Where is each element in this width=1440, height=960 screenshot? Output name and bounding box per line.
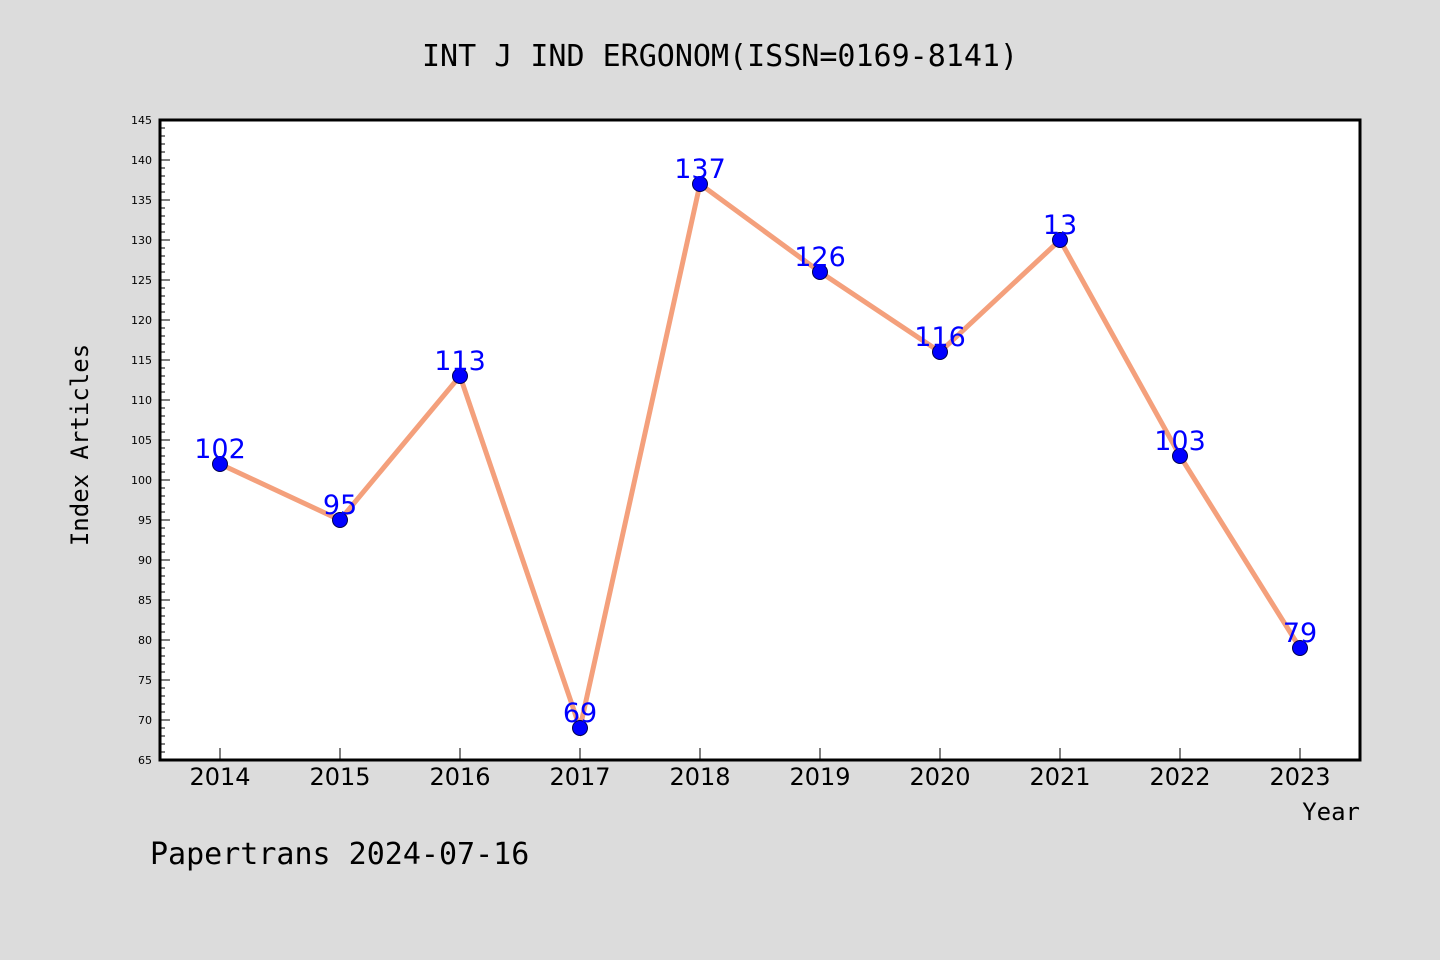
y-tick-label: 100 xyxy=(131,474,152,487)
y-tick-label: 75 xyxy=(138,674,152,687)
x-axis-title: Year xyxy=(1302,798,1360,826)
y-tick-label: 145 xyxy=(131,114,152,127)
y-tick-label: 130 xyxy=(131,234,152,247)
x-axis-ticks: 2014 2015 2016 2017 2018 2019 2020 2021 2022 2023 xyxy=(189,748,1331,791)
plot-frame xyxy=(158,118,1362,762)
data-label: 116 xyxy=(914,322,966,353)
y-tick-label: 125 xyxy=(131,274,152,287)
x-tick-label: 2019 xyxy=(789,763,850,791)
data-point xyxy=(1172,448,1188,464)
data-points xyxy=(212,176,1308,736)
x-tick-label: 2014 xyxy=(189,763,250,791)
data-label: 13 xyxy=(1043,210,1077,241)
data-label: 95 xyxy=(323,490,357,521)
x-tick-label: 2016 xyxy=(429,763,490,791)
y-tick-label: 115 xyxy=(131,354,152,367)
x-tick-label: 2018 xyxy=(669,763,730,791)
chart-title: INT J IND ERGONOM(ISSN=0169-8141) xyxy=(422,39,1018,74)
data-label: 69 xyxy=(563,698,597,729)
y-tick-label: 120 xyxy=(131,314,152,327)
y-tick-label: 85 xyxy=(138,594,152,607)
y-tick-label: 80 xyxy=(138,634,152,647)
data-point xyxy=(1052,232,1068,248)
data-label: 137 xyxy=(674,154,726,185)
data-point xyxy=(1292,640,1308,656)
x-tick-label: 2020 xyxy=(909,763,970,791)
x-tick-label: 2017 xyxy=(549,763,610,791)
y-tick-label: 110 xyxy=(131,394,152,407)
y-axis-ticks: 65 70 75 80 85 90 95 100 105 110 115 120 125 130 135 14… xyxy=(131,114,170,767)
data-label: 126 xyxy=(794,242,846,273)
data-label: 113 xyxy=(434,346,486,377)
data-point xyxy=(332,512,348,528)
y-tick-label: 90 xyxy=(138,554,152,567)
y-tick-label: 65 xyxy=(138,754,152,767)
data-label: 102 xyxy=(194,434,246,465)
x-tick-label: 2015 xyxy=(309,763,370,791)
data-label: 79 xyxy=(1283,618,1317,649)
data-point xyxy=(812,264,828,280)
data-point xyxy=(932,344,948,360)
data-label: 103 xyxy=(1154,426,1206,457)
y-tick-label: 70 xyxy=(138,714,152,727)
footer-text: Papertrans 2024-07-16 xyxy=(150,837,529,872)
data-point xyxy=(452,368,468,384)
series-line xyxy=(218,179,1303,738)
y-axis-title: Index Articles xyxy=(66,344,94,546)
x-tick-label: 2021 xyxy=(1029,763,1090,791)
data-point xyxy=(692,176,708,192)
y-tick-label: 135 xyxy=(131,194,152,207)
x-tick-label: 2022 xyxy=(1149,763,1210,791)
y-tick-label: 140 xyxy=(131,154,152,167)
data-labels: 102 95 113 69 137 126 116 13 103 79 xyxy=(194,154,1317,729)
x-tick-label: 2023 xyxy=(1269,763,1330,791)
data-point xyxy=(572,720,588,736)
data-point xyxy=(212,456,228,472)
y-tick-label: 105 xyxy=(131,434,152,447)
y-tick-label: 95 xyxy=(138,514,152,527)
